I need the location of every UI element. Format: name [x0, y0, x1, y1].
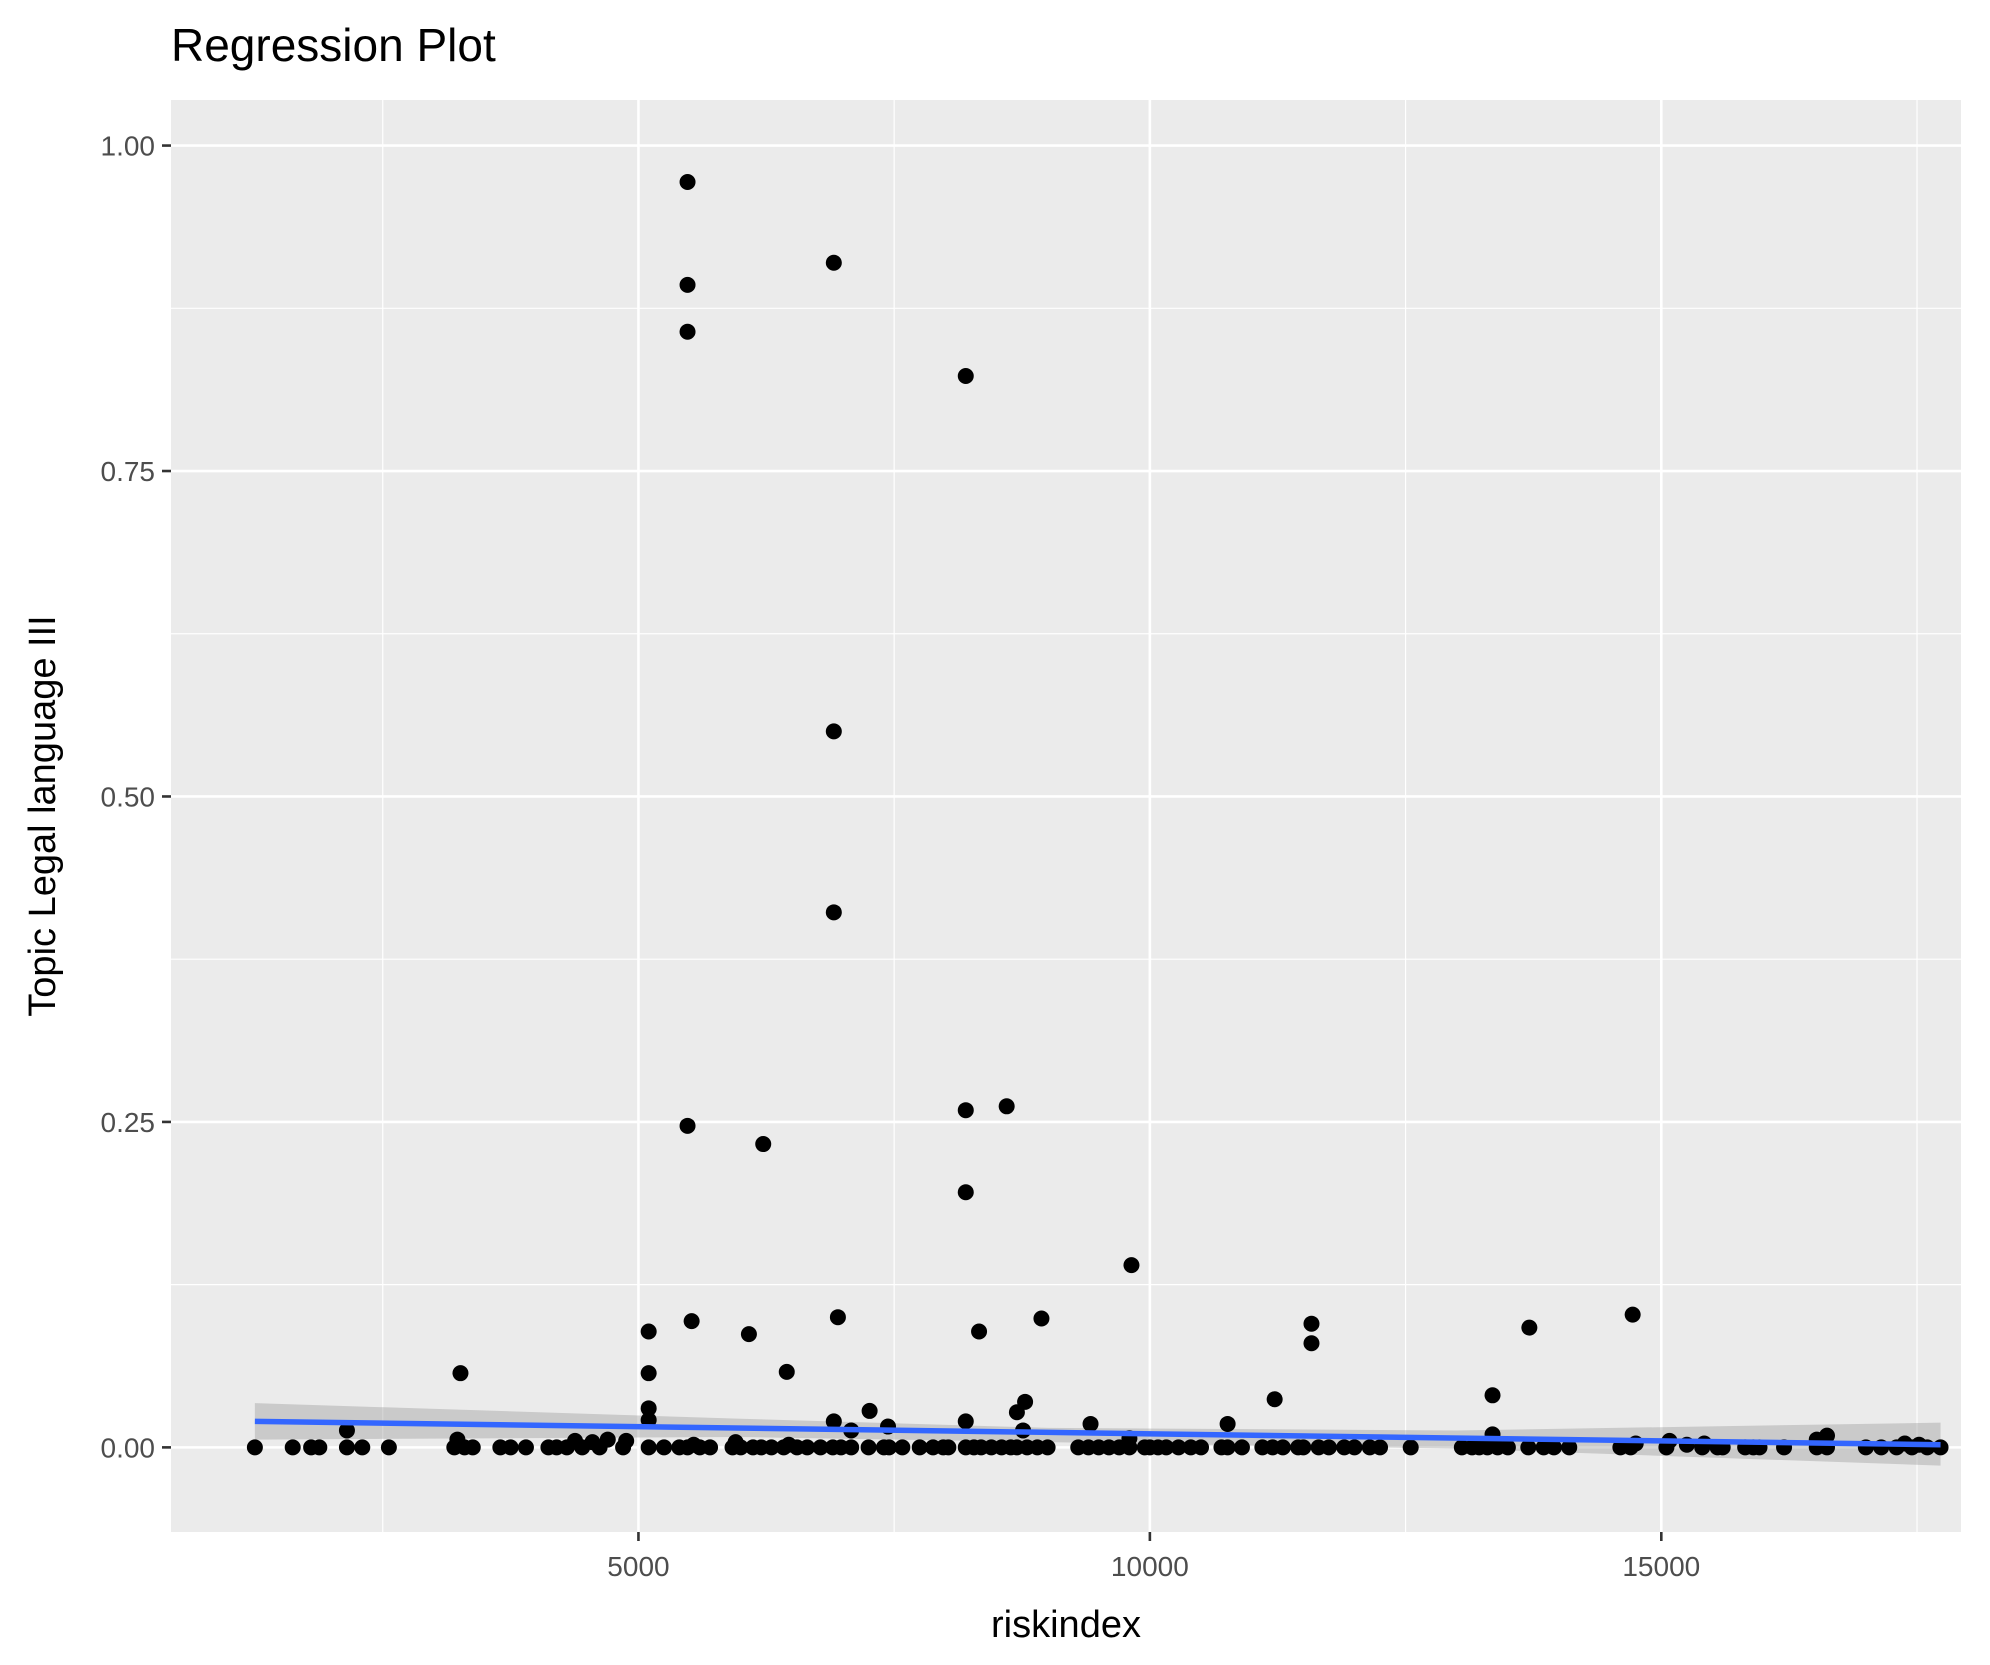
- data-points: [246, 174, 1949, 1456]
- data-point: [971, 1323, 988, 1340]
- data-point: [881, 1439, 898, 1456]
- data-point: [829, 1309, 846, 1326]
- data-point: [740, 1326, 757, 1343]
- data-point: [825, 904, 842, 921]
- x-tick-label: 15000: [1622, 1551, 1700, 1582]
- data-point: [825, 254, 842, 271]
- data-point: [1233, 1439, 1250, 1456]
- data-point: [940, 1439, 957, 1456]
- data-point: [1521, 1319, 1538, 1336]
- data-point: [380, 1439, 397, 1456]
- data-point: [679, 276, 696, 293]
- data-point: [656, 1439, 673, 1456]
- data-point: [311, 1439, 328, 1456]
- y-axis: 0.00 0.25 0.50 0.75 1.00: [101, 131, 171, 1463]
- data-point: [1082, 1415, 1099, 1432]
- data-point: [1561, 1439, 1578, 1456]
- data-point: [1158, 1439, 1175, 1456]
- data-point: [755, 1136, 772, 1153]
- data-point: [1266, 1391, 1283, 1408]
- data-point: [825, 1413, 842, 1430]
- data-point: [957, 367, 974, 384]
- y-tick-label: 0.00: [101, 1432, 156, 1463]
- x-axis: 5000 10000 15000: [607, 1532, 1700, 1582]
- y-tick-label: 0.75: [101, 456, 156, 487]
- data-point: [1295, 1439, 1312, 1456]
- data-point: [1346, 1439, 1363, 1456]
- y-tick-label: 0.50: [101, 781, 156, 812]
- data-point: [1219, 1415, 1236, 1432]
- data-point: [1170, 1439, 1187, 1456]
- data-point: [1303, 1315, 1320, 1332]
- x-tick-label: 10000: [1111, 1551, 1189, 1582]
- data-point: [1545, 1439, 1562, 1456]
- data-point: [679, 174, 696, 191]
- data-point: [502, 1439, 519, 1456]
- data-point: [732, 1439, 749, 1456]
- data-point: [1819, 1427, 1836, 1444]
- data-point: [957, 1413, 974, 1430]
- data-point: [860, 1439, 877, 1456]
- data-point: [778, 1363, 795, 1380]
- grid-minor: [171, 100, 1961, 1532]
- data-point: [517, 1439, 534, 1456]
- data-point: [338, 1422, 355, 1439]
- data-point: [1320, 1439, 1337, 1456]
- x-tick-label: 5000: [607, 1551, 669, 1582]
- data-point: [640, 1439, 657, 1456]
- data-point: [1402, 1439, 1419, 1456]
- data-point: [679, 1117, 696, 1134]
- plot-panel: [171, 100, 1961, 1532]
- data-point: [812, 1439, 829, 1456]
- data-point: [998, 1098, 1015, 1115]
- data-point: [599, 1431, 616, 1448]
- data-point: [354, 1439, 371, 1456]
- chart-title: Regression Plot: [171, 19, 496, 71]
- data-point: [1033, 1310, 1050, 1327]
- data-point: [246, 1439, 263, 1456]
- regression-line: [254, 1418, 1941, 1448]
- data-point: [640, 1365, 657, 1382]
- data-point: [825, 723, 842, 740]
- data-point: [1017, 1393, 1034, 1410]
- y-tick-label: 0.25: [101, 1107, 156, 1138]
- data-point: [1484, 1387, 1501, 1404]
- data-point: [1039, 1439, 1056, 1456]
- data-point: [452, 1365, 469, 1382]
- data-point: [1499, 1439, 1516, 1456]
- data-point: [1123, 1257, 1140, 1274]
- data-point: [843, 1439, 860, 1456]
- regression-line-layer: [254, 1418, 1941, 1448]
- y-tick-label: 1.00: [101, 131, 156, 162]
- y-axis-label: Topic Legal language III: [22, 615, 64, 1016]
- data-point: [894, 1439, 911, 1456]
- data-point: [284, 1439, 301, 1456]
- data-point: [683, 1313, 700, 1330]
- data-point: [640, 1400, 657, 1417]
- data-point: [679, 323, 696, 340]
- data-point: [957, 1102, 974, 1119]
- data-point: [763, 1439, 780, 1456]
- data-point: [1520, 1439, 1537, 1456]
- data-point: [911, 1439, 928, 1456]
- data-point: [338, 1439, 355, 1456]
- data-point: [861, 1402, 878, 1419]
- data-point: [618, 1432, 635, 1449]
- data-point: [799, 1439, 816, 1456]
- data-point: [1372, 1439, 1389, 1456]
- x-axis-label: riskindex: [991, 1604, 1141, 1646]
- data-point: [1193, 1439, 1210, 1456]
- data-point: [1274, 1439, 1291, 1456]
- data-point: [702, 1439, 719, 1456]
- data-point: [1303, 1335, 1320, 1352]
- data-point: [1624, 1306, 1641, 1323]
- data-point: [640, 1323, 657, 1340]
- data-point: [1219, 1439, 1236, 1456]
- data-point: [957, 1184, 974, 1201]
- data-point: [464, 1439, 481, 1456]
